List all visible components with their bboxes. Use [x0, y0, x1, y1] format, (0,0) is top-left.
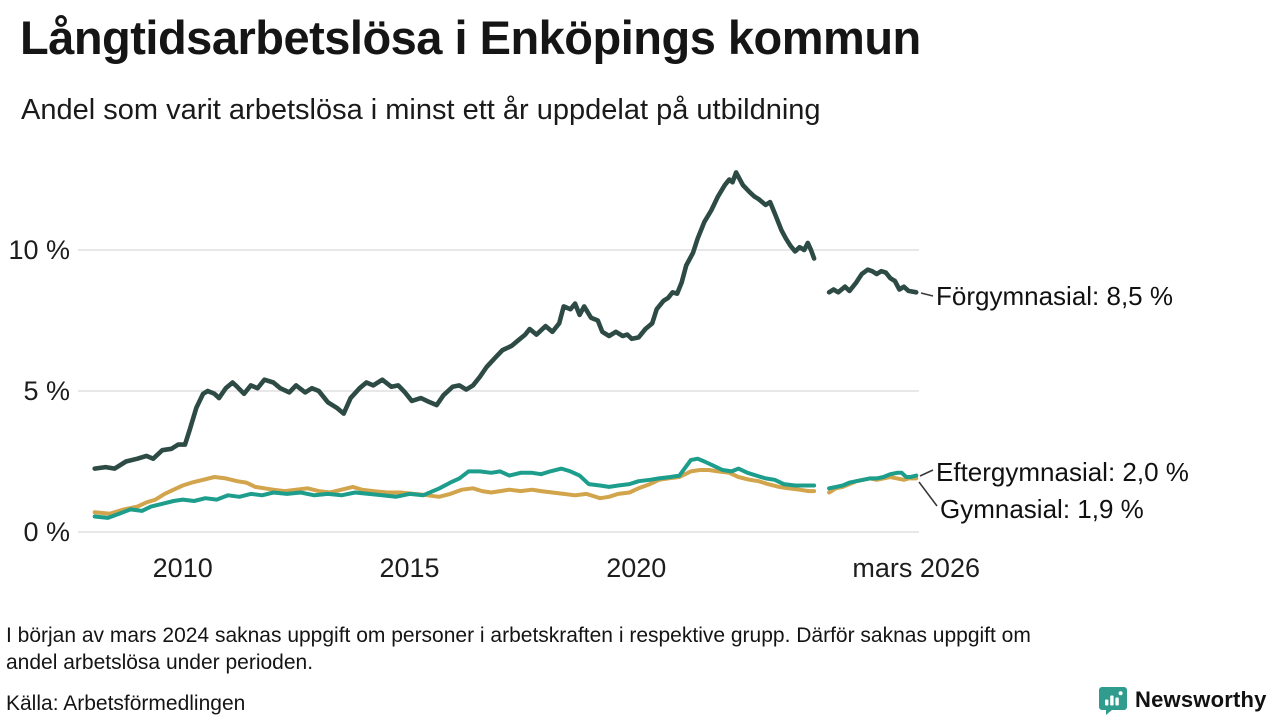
y-axis-tick-label: 0 %	[23, 517, 70, 547]
series-line-eftergymnasial	[827, 470, 919, 491]
series-label-gymnasial: Gymnasial: 1,9 %	[940, 494, 1144, 524]
series-line-forgymnasial	[826, 267, 919, 295]
series-line-eftergymnasial	[92, 456, 817, 520]
footnote: I början av mars 2024 saknas uppgift om …	[6, 622, 1031, 676]
series-line-forgymnasial	[92, 170, 817, 471]
label-connector	[919, 469, 934, 477]
label-connector	[918, 481, 938, 507]
x-axis-tick-label: 2015	[379, 553, 439, 583]
x-axis-tick-label: 2010	[153, 553, 213, 583]
newsworthy-wordmark: Newsworthy	[1135, 687, 1267, 712]
chart-title: Långtidsarbetslösa i Enköpings kommun	[20, 11, 921, 64]
footnote-line-1: I början av mars 2024 saknas uppgift om …	[6, 624, 1031, 647]
newsworthy-logo: Newsworthy	[1098, 685, 1267, 715]
y-axis-tick-label: 5 %	[23, 376, 70, 406]
series-line-gymnasial	[92, 468, 817, 516]
x-axis-tick-label: 2020	[606, 553, 666, 583]
bar-chart-speech-bubble-icon	[1098, 685, 1128, 715]
label-connector	[920, 292, 934, 297]
y-axis-tick-label: 10 %	[8, 235, 70, 265]
chart-subtitle: Andel som varit arbetslösa i minst ett å…	[21, 94, 821, 126]
series-label-eftergymnasial: Eftergymnasial: 2,0 %	[936, 457, 1189, 487]
x-axis-tick-label: mars 2026	[852, 553, 980, 583]
source-label: Källa: Arbetsförmedlingen	[6, 692, 246, 715]
series-label-forgymnasial: Förgymnasial: 8,5 %	[936, 281, 1173, 311]
footnote-line-2: andel arbetslösa under perioden.	[6, 651, 314, 674]
